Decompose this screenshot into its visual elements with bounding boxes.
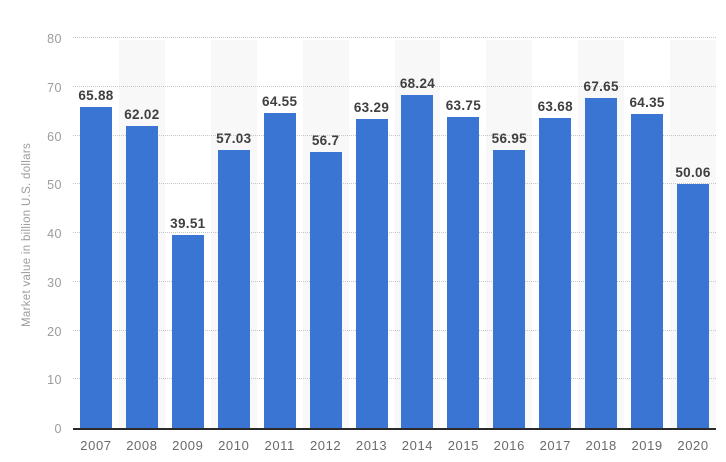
x-axis-tick-label: 2011: [264, 438, 295, 453]
bar-2012[interactable]: [309, 151, 342, 428]
bar-2017[interactable]: [539, 117, 572, 428]
bar-2015[interactable]: [447, 117, 480, 428]
bar-2020[interactable]: [677, 183, 710, 428]
bar-2011[interactable]: [263, 113, 296, 428]
x-axis-tick-label: 2017: [539, 438, 571, 453]
bar-value-label: 62.02: [124, 106, 160, 122]
gridline-10: [73, 378, 716, 380]
y-axis-tick-label: 60: [47, 129, 62, 144]
bar-2007[interactable]: [79, 106, 112, 428]
gridline-80: [73, 37, 716, 38]
bar-2010[interactable]: [217, 149, 250, 428]
bar-value-label: 63.29: [353, 100, 390, 116]
x-axis-tick-label: 2019: [631, 438, 663, 453]
y-axis-tick-label: 20: [47, 324, 62, 339]
plot-area: 65.88 62.02 39.51 57.03 64.55 56.7 63.29 68.24 6…: [73, 37, 716, 430]
bar-value-label: 50.06: [675, 164, 711, 180]
bar-2016[interactable]: [493, 150, 526, 428]
bar-value-label: 64.35: [629, 95, 665, 111]
bar-value-label: 68.24: [399, 76, 436, 92]
gridline-70: [73, 85, 716, 87]
bar-value-label: 63.75: [445, 98, 482, 114]
y-axis-tick-label: 70: [47, 80, 62, 95]
x-axis-tick-label: 2015: [447, 438, 480, 453]
y-axis-tick-label: 30: [47, 275, 62, 290]
bar-2009[interactable]: [171, 235, 204, 428]
x-axis-tick-label: 2013: [355, 438, 388, 453]
x-axis-tick-label: 2007: [80, 438, 112, 453]
y-axis-tick-label: 50: [47, 178, 62, 193]
bar-value-label: 56.7: [311, 132, 340, 148]
bar-2014[interactable]: [401, 95, 434, 428]
bar-2008[interactable]: [125, 125, 158, 428]
x-axis-tick-label: 2012: [309, 438, 342, 453]
gridline-40: [73, 232, 716, 233]
x-axis-tick-label: 2008: [126, 438, 158, 453]
x-axis-tick-label: 2016: [493, 438, 525, 453]
x-axis-tick-label: 2010: [218, 438, 250, 453]
bar-value-label: 57.03: [216, 130, 252, 146]
gridline-30: [73, 280, 716, 282]
bar-value-label: 67.65: [583, 79, 619, 95]
bar-2013[interactable]: [355, 119, 388, 428]
gridline-50: [73, 183, 716, 185]
y-axis-tick-label: 0: [54, 422, 62, 436]
bar-value-label: 64.55: [262, 94, 298, 110]
x-axis-tick-label: 2018: [585, 438, 617, 453]
x-axis-tick-label: 2014: [401, 438, 434, 453]
bar-value-label: 39.51: [170, 216, 206, 232]
bar-value-label: 63.68: [537, 98, 573, 114]
bar-2018[interactable]: [585, 98, 618, 428]
bar-value-label: 56.95: [491, 131, 527, 147]
gridline-20: [73, 329, 716, 331]
y-axis-tick-label: 40: [47, 227, 62, 241]
bar-2019[interactable]: [631, 114, 664, 428]
y-axis-tick-label: 80: [47, 32, 62, 46]
x-axis-tick-label: 2020: [677, 438, 709, 453]
x-axis-tick-label: 2009: [172, 438, 204, 453]
gridline-60: [73, 134, 716, 136]
y-axis-tick-label: 10: [47, 373, 62, 388]
bar-value-label: 65.88: [78, 87, 114, 103]
